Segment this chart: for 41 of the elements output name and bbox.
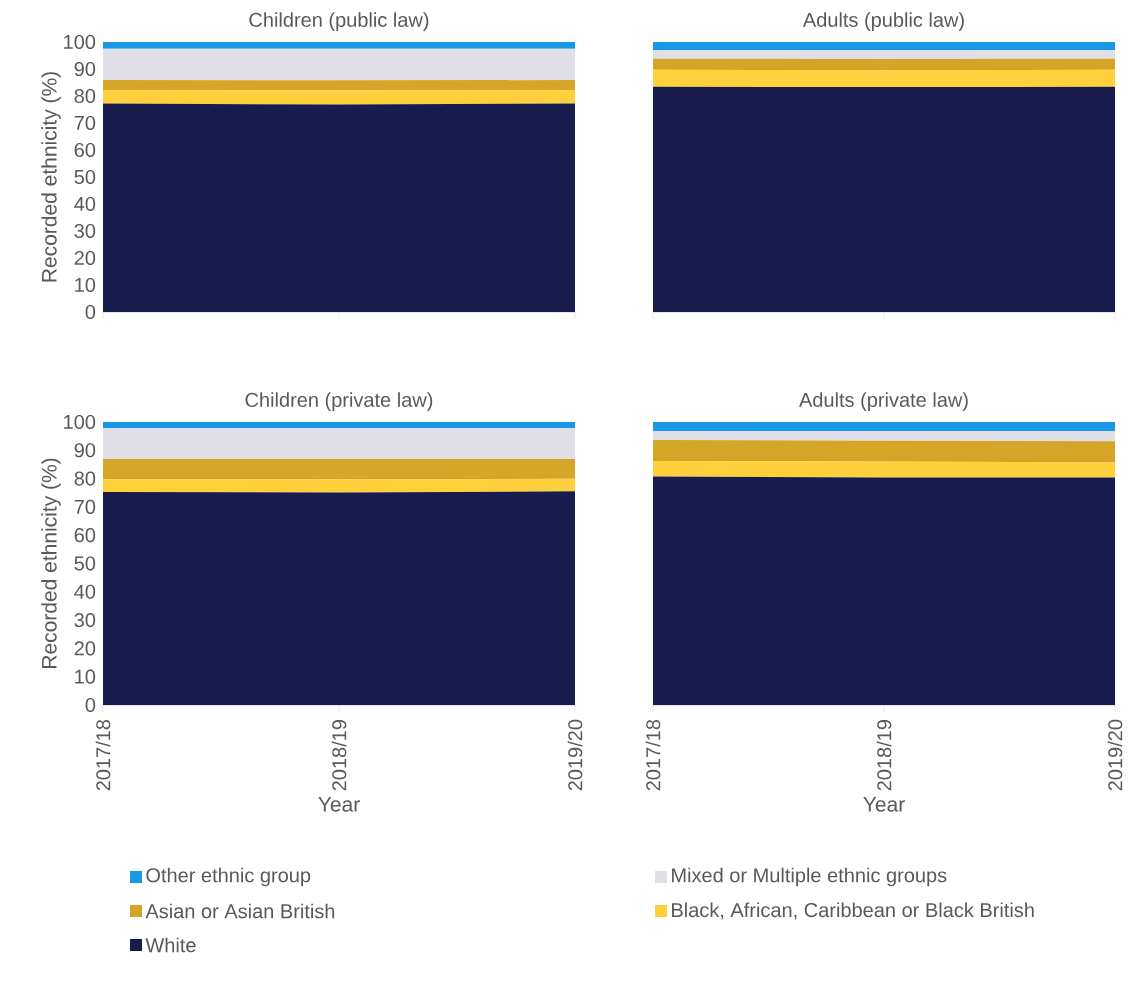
chart-title: Children (public law) <box>249 12 429 31</box>
y-tick-label: 90 <box>74 61 96 77</box>
x-axis-title: Year <box>318 797 360 812</box>
y-tick-label: 50 <box>74 169 96 185</box>
y-tick-label: 20 <box>74 641 96 656</box>
y-tick-label: 50 <box>74 556 96 571</box>
y-tick-label: 70 <box>74 499 96 514</box>
chart-title: Adults (private law) <box>799 392 968 411</box>
y-tick-label: 100 <box>64 414 96 430</box>
x-tick-label: 2017/18 <box>95 719 111 791</box>
y-axis-title: Recorded ethnicity (%) <box>41 458 61 668</box>
y-tick-label: 100 <box>64 34 96 50</box>
y-tick-label: 10 <box>75 277 96 293</box>
y-tick-label: 80 <box>74 88 96 104</box>
legend-label: Black, African, Caribbean or Black British <box>672 902 1034 920</box>
y-tick-label: 90 <box>74 443 96 458</box>
y-tick-label: 60 <box>74 142 96 158</box>
chart-title: Adults (public law) <box>802 12 964 31</box>
legend-label: Other ethnic group <box>146 867 311 887</box>
x-axis-title: Year <box>863 797 905 812</box>
y-tick-label: 30 <box>74 613 96 628</box>
legend-label: Mixed or Multiple ethnic groups <box>672 867 947 887</box>
y-tick-label: 70 <box>74 115 96 131</box>
x-tick-label: 2017/18 <box>645 719 661 791</box>
y-tick-label: 10 <box>75 669 96 684</box>
y-tick-label: 80 <box>74 471 96 486</box>
y-tick-label: 60 <box>74 528 96 543</box>
legend-label: White <box>145 937 196 953</box>
y-tick-label: 30 <box>74 223 96 239</box>
y-tick-label: 40 <box>74 584 96 599</box>
y-axis-title: Recorded ethnicity (%) <box>41 72 61 282</box>
legend-label: Asian or Asian British <box>145 903 335 919</box>
x-tick-label: 2018/19 <box>876 719 892 791</box>
x-tick-label: 2019/20 <box>567 719 583 791</box>
x-tick-label: 2018/19 <box>331 719 347 791</box>
y-tick-label: 0 <box>85 697 96 713</box>
y-tick-label: 40 <box>74 196 96 212</box>
y-tick-label: 20 <box>74 250 96 266</box>
chart-title: Children (private law) <box>245 392 433 411</box>
x-tick-label: 2019/20 <box>1107 719 1123 791</box>
y-tick-label: 0 <box>85 304 96 320</box>
